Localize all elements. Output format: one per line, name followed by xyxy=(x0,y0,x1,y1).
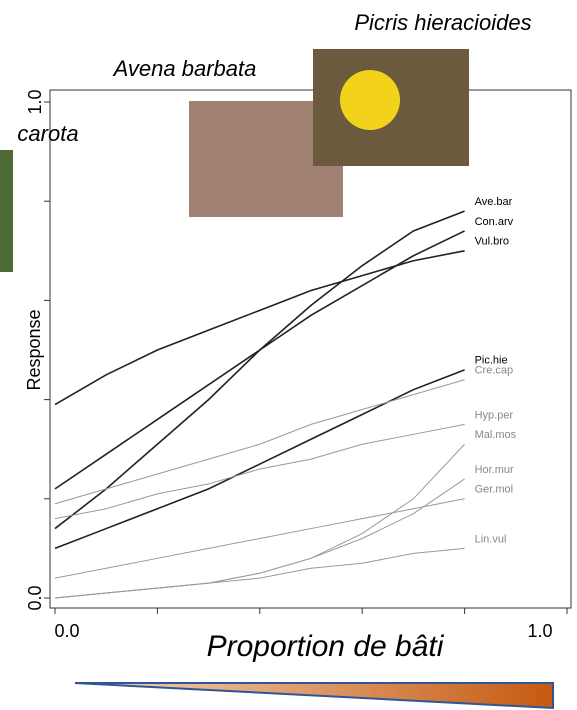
photo-flower xyxy=(340,70,400,130)
series-line xyxy=(54,547,465,599)
annotation: Avena barbata xyxy=(112,56,257,81)
series-label: Ave.bar xyxy=(475,196,513,208)
series-label: Ger.mol xyxy=(475,484,514,496)
x-tick-label: 0.0 xyxy=(54,621,79,641)
series-line xyxy=(54,250,465,406)
x-tick-label: 1.0 xyxy=(527,621,552,641)
annotation: Picris hieracioides xyxy=(354,10,531,35)
series-label: Vul.bro xyxy=(475,236,509,248)
y-tick-label: 0.0 xyxy=(25,585,45,610)
series-label: Pic.hie xyxy=(475,355,508,367)
gradient-wedge xyxy=(74,682,554,710)
series-line xyxy=(54,423,465,520)
series-line xyxy=(54,230,465,490)
series-label: Cre.cap xyxy=(475,365,514,377)
y-axis-label: Response xyxy=(24,309,44,390)
series-label: Mal.mos xyxy=(475,429,517,441)
series-label: Hor.mur xyxy=(475,464,514,476)
series-label: Con.arv xyxy=(475,216,514,228)
series-line xyxy=(54,379,465,505)
series-label: Hyp.per xyxy=(475,409,514,421)
annotation: carota xyxy=(17,121,78,146)
photo xyxy=(0,150,13,272)
x-axis-label: Proportion de bâti xyxy=(207,630,445,663)
series-line xyxy=(54,498,465,579)
series-line xyxy=(54,369,465,550)
y-tick-label: 1.0 xyxy=(25,89,45,114)
series-label: Lin.vul xyxy=(475,533,507,545)
series-line xyxy=(54,443,465,599)
plot-frame xyxy=(49,89,572,609)
